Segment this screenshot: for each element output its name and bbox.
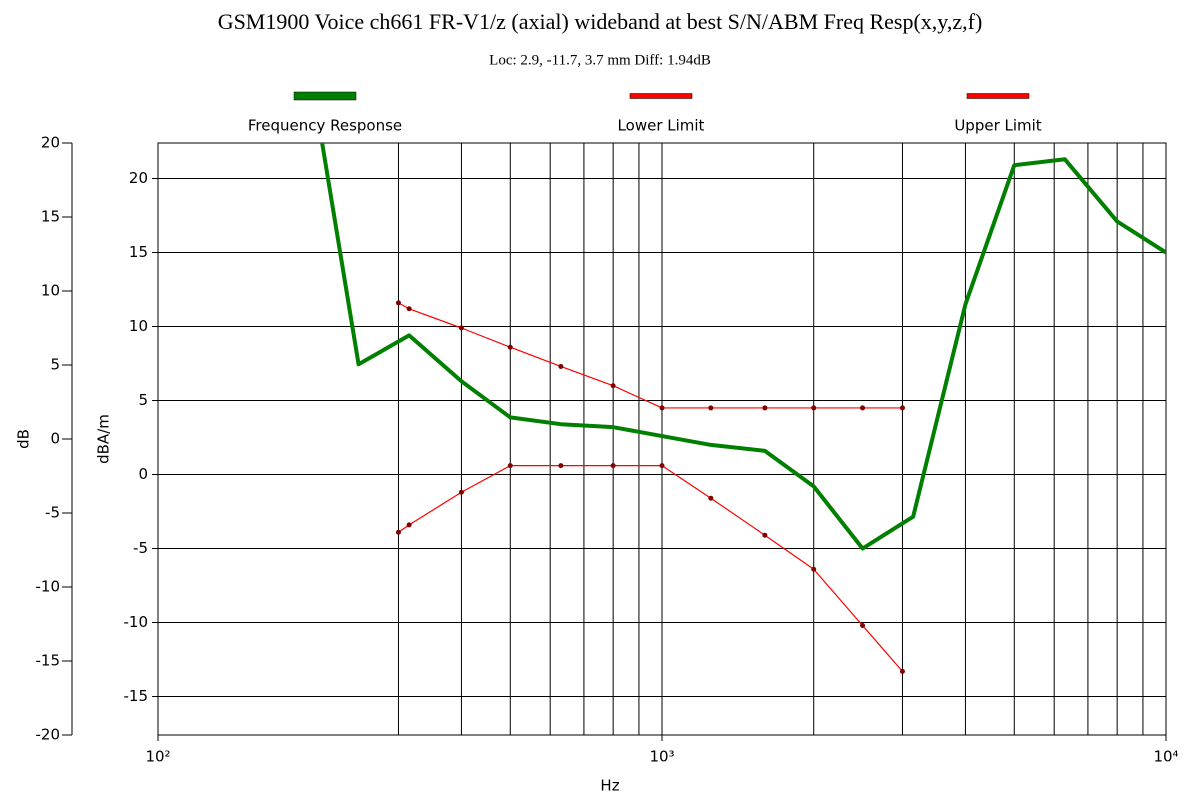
series-point [899,405,905,411]
series-point [458,489,464,495]
series-line [398,465,903,672]
series-point [406,522,412,528]
series-point [507,463,513,469]
legend-swatch [966,93,1030,99]
y-tick-label: 0 [50,430,60,448]
x-axis-label: Hz [600,777,619,795]
series-point [395,529,401,535]
series-line [398,302,903,409]
series-point [659,463,665,469]
y-tick-label: 15 [41,208,60,226]
plot-area [320,143,1166,674]
x-tick-label: 10³ [649,748,674,766]
y2-tick-label: -15 [124,687,149,705]
y-tick-label: 20 [41,134,60,152]
y2-tick-label: -10 [124,613,149,631]
series-point [811,405,817,411]
series-point [507,344,513,350]
series-point [458,325,464,331]
series-point [406,306,412,312]
chart-title: GSM1900 Voice ch661 FR-V1/z (axial) wide… [218,9,983,34]
series-point [558,463,564,469]
series-point [899,668,905,674]
chart-subtitle: Loc: 2.9, -11.7, 3.7 mm Diff: 1.94dB [489,52,711,68]
legend-swatch [629,93,693,99]
series-point [708,495,714,501]
series-point [762,405,768,411]
y-tick-label: 10 [41,282,60,300]
y2-tick-label: 20 [129,169,148,187]
series-point [762,532,768,538]
series-point [610,383,616,389]
y2-tick-label: -5 [133,539,148,557]
y2-tick-label: 10 [129,317,148,335]
y-tick-label: -10 [36,578,61,596]
series-point [860,622,866,628]
series-point [558,363,564,369]
y2-tick-label: 0 [138,465,148,483]
y-tick-label: -20 [36,726,61,744]
x-tick-label: 10⁴ [1153,748,1178,766]
legend-label: Upper Limit [954,117,1041,135]
x-tick-label: 10² [145,748,170,766]
y-tick-label: -15 [36,652,61,670]
y-tick-label: -5 [45,504,60,522]
series-line [320,143,1166,551]
legend-label: Frequency Response [248,117,402,135]
series-point [860,405,866,411]
legend-label: Lower Limit [618,117,705,135]
y2-tick-label: 5 [138,391,148,409]
legend-swatch [293,91,357,101]
series-point [708,405,714,411]
y2-axis-label: dBA/m [95,414,113,464]
y2-tick-label: 15 [129,243,148,261]
y-axis-label: dB [15,429,33,449]
series-point [659,405,665,411]
series-point [395,300,401,306]
series-point [811,566,817,572]
y-tick-label: 5 [50,356,60,374]
series-point [610,463,616,469]
